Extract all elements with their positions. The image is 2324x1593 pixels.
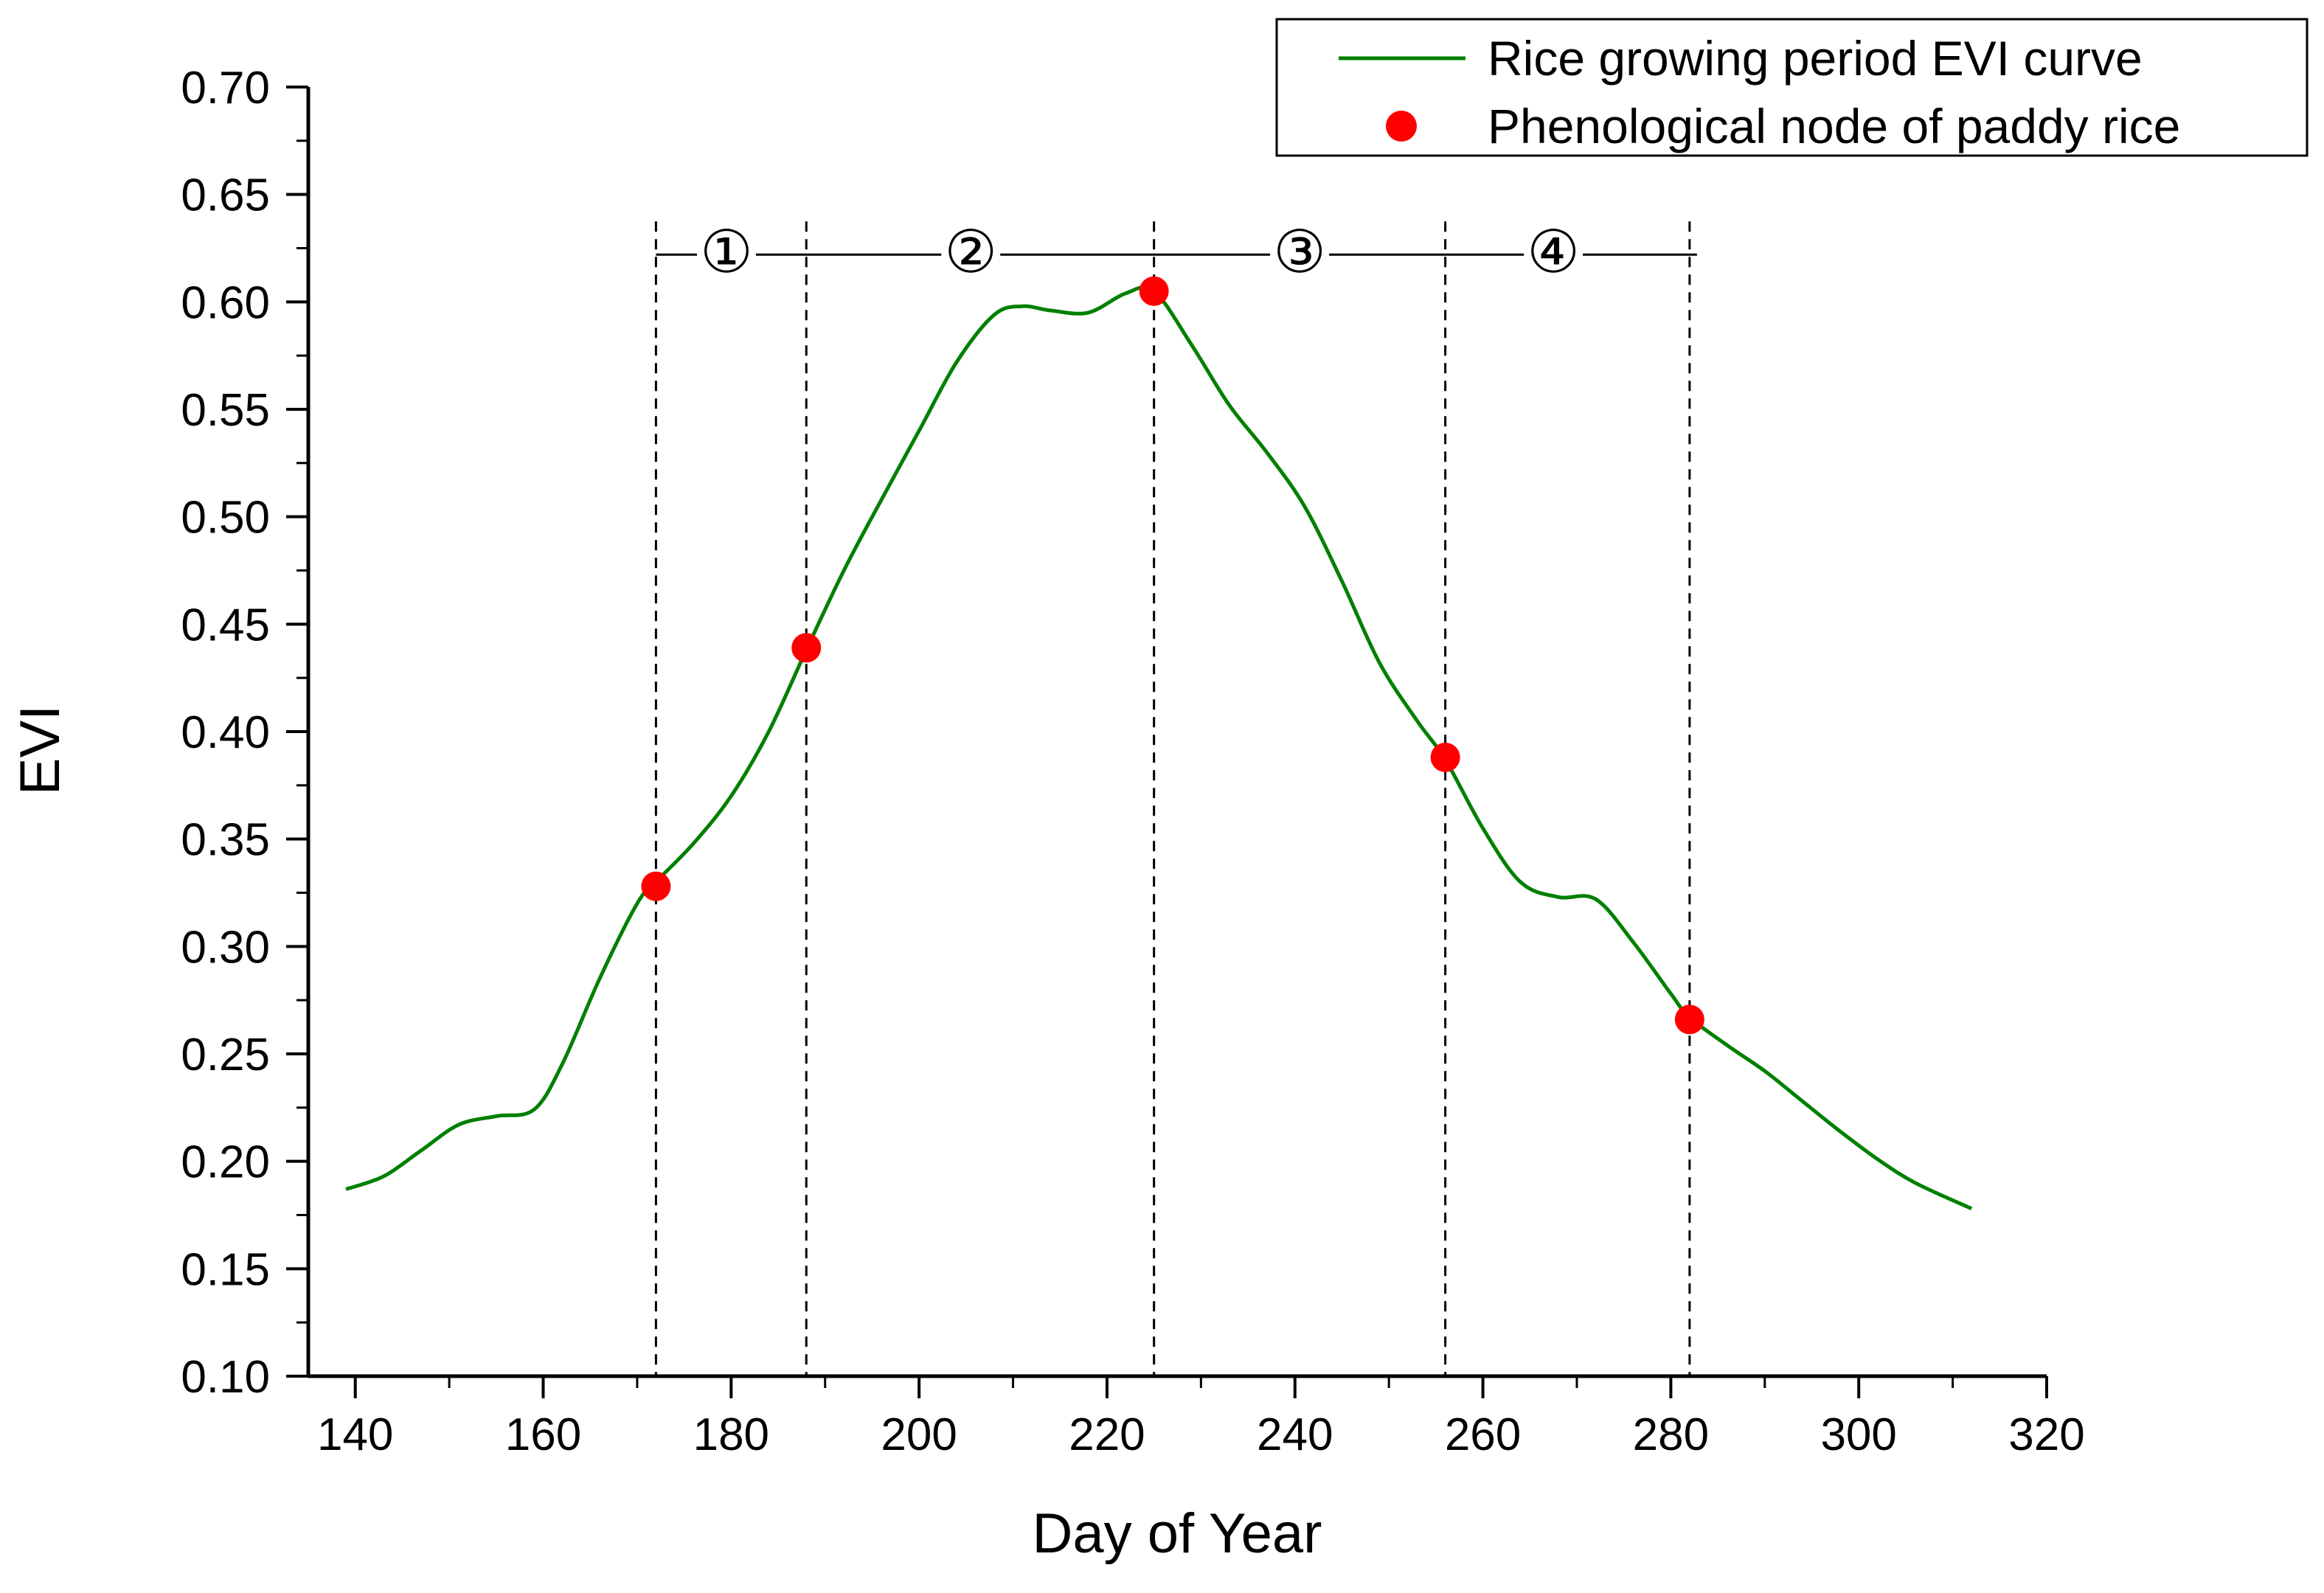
- y-tick-label: 0.50: [181, 493, 270, 544]
- x-tick-label: 160: [505, 1409, 581, 1460]
- stage-label: ③: [1273, 218, 1326, 286]
- legend-dot-swatch: [1386, 111, 1417, 142]
- evi-curve-group: [345, 285, 1973, 1211]
- x-tick-label: 280: [1633, 1409, 1709, 1460]
- stage-label: ②: [944, 218, 997, 286]
- x-tick-label: 220: [1069, 1409, 1145, 1460]
- phenological-node-point: [1674, 1004, 1704, 1035]
- y-axis-label: EVI: [9, 705, 72, 796]
- phenological-node-point: [1430, 742, 1460, 772]
- y-tick-label: 0.20: [181, 1137, 270, 1188]
- x-tick-label: 200: [881, 1409, 957, 1460]
- y-tick-label: 0.35: [181, 815, 270, 866]
- x-tick-label: 320: [2008, 1409, 2084, 1460]
- legend-label-curve: Rice growing period EVI curve: [1488, 31, 2143, 86]
- phenological-node-point: [641, 871, 671, 901]
- legend-box: [1275, 18, 2309, 157]
- y-tick-label: 0.40: [181, 707, 270, 758]
- y-tick-label: 0.15: [181, 1244, 270, 1295]
- phenological-node-point: [791, 633, 822, 663]
- x-axis-label: Day of Year: [1033, 1502, 1322, 1565]
- stage-label-background: [1270, 225, 1330, 285]
- ticks: 0.10 0.15 0.20 0.25 0.30 0.35 0.40 0.45 0.50 0.55…: [181, 63, 2084, 1460]
- stage-label: ④: [1527, 218, 1580, 286]
- legend: Rice growing period EVI curve Phenologic…: [1275, 18, 2309, 157]
- y-tick-label: 0.45: [181, 600, 270, 650]
- axes: [306, 87, 2047, 1378]
- y-tick-label: 0.65: [181, 170, 270, 221]
- stage-axis: ① ② ③ ④: [656, 218, 1697, 286]
- y-tick-label: 0.30: [181, 922, 270, 973]
- x-tick-label: 240: [1257, 1409, 1333, 1460]
- stage-boundary-lines: [654, 221, 1691, 1376]
- y-tick-label: 0.60: [181, 277, 270, 328]
- phenological-node-point: [1139, 276, 1169, 306]
- x-tick-label: 140: [317, 1409, 393, 1460]
- y-tick-label: 0.25: [181, 1030, 270, 1080]
- y-tick-label: 0.55: [181, 385, 270, 436]
- stage-label: ①: [700, 218, 753, 286]
- stage-label-background: [696, 225, 756, 285]
- x-tick-label: 260: [1445, 1409, 1521, 1460]
- y-tick-label: 0.70: [181, 63, 270, 114]
- y-tick-label: 0.10: [181, 1352, 270, 1403]
- stage-label-background: [941, 225, 1001, 285]
- evi-curve-line: [345, 285, 1973, 1211]
- phenological-nodes: [641, 276, 1704, 1035]
- x-tick-label: 300: [1820, 1409, 1896, 1460]
- x-tick-label: 180: [693, 1409, 769, 1460]
- stage-label-background: [1524, 225, 1584, 285]
- legend-label-nodes: Phenological node of paddy rice: [1488, 99, 2180, 153]
